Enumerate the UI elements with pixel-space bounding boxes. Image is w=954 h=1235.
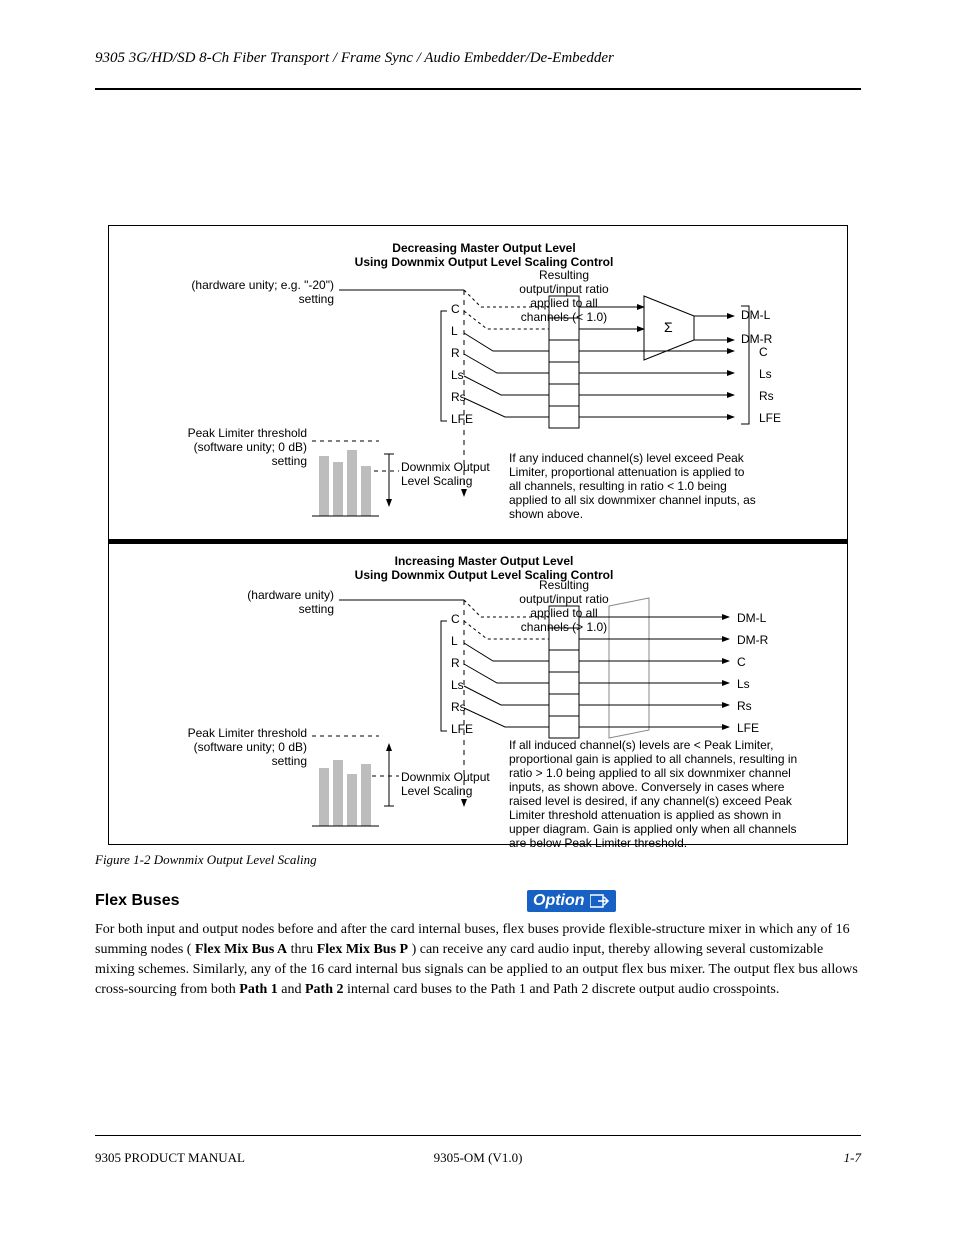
ch-l-top: L [451, 324, 458, 338]
option-badge: Option [527, 890, 616, 912]
path1: Path 1 [239, 982, 278, 997]
ch-ls-top: Ls [451, 368, 464, 382]
ratio-label-bot: Resulting output/input ratio applied to … [519, 578, 609, 634]
ch-rs-bot: Rs [451, 700, 466, 714]
footer-version: 9305-OM (V1.0) [95, 1150, 861, 1166]
atten-note: If any induced channel(s) level exceed P… [509, 451, 804, 521]
option-badge-icon [590, 894, 610, 908]
ch-r-top: R [451, 346, 460, 360]
out-ls-bot: Ls [737, 677, 750, 691]
figure-box: Decreasing Master Output LevelUsing Down… [108, 225, 848, 845]
hw-unity: (hardware unity)setting [204, 588, 334, 616]
path2: Path 2 [305, 982, 344, 997]
out-c-top: C [759, 345, 768, 359]
running-header: 9305 3G/HD/SD 8-Ch Fiber Transport / Fra… [95, 50, 614, 67]
out-dm-l-bot: DM-L [737, 611, 766, 625]
page-footer: 9305 PRODUCT MANUAL 9305-OM (V1.0) 1-7 [95, 1150, 861, 1166]
figure-divider [109, 539, 847, 544]
lift-bot: Downmix OutputLevel Scaling [401, 770, 491, 798]
p1c: internal card buses to the Path 1 and Pa… [347, 982, 779, 997]
flexA: Flex Mix Bus A [195, 942, 287, 957]
option-badge-text: Option [533, 892, 585, 910]
out-dm-r-top: DM-R [741, 332, 772, 346]
ch-lfe-bot: LFE [451, 722, 473, 736]
ch-l-bot: L [451, 634, 458, 648]
ch-r-bot: R [451, 656, 460, 670]
ch-c-bot: C [451, 612, 460, 626]
ch-ls-bot: Ls [451, 678, 464, 692]
fig-title-top: Decreasing Master Output LevelUsing Down… [309, 241, 659, 269]
hw-minus20: (hardware unity; e.g. "-20") setting [164, 278, 334, 306]
flexbus-paragraph: For both input and output nodes before a… [95, 920, 861, 1000]
out-ls-top: Ls [759, 367, 772, 381]
flexbus-heading: Flex Buses [95, 892, 179, 910]
flexP: Flex Mix Bus P [317, 942, 408, 957]
lift-top: Downmix OutputLevel Scaling [401, 460, 491, 488]
peak-limit-bot: Peak Limiter threshold(software unity; 0… [169, 726, 307, 768]
gain-note: If all induced channel(s) levels are < P… [509, 738, 829, 850]
ch-c-top: C [451, 302, 460, 316]
out-rs-bot: Rs [737, 699, 752, 713]
out-rs-top: Rs [759, 389, 774, 403]
out-dm-l-top: DM-L [741, 308, 770, 322]
out-dm-r-bot: DM-R [737, 633, 768, 647]
ch-lfe-top: LFE [451, 412, 473, 426]
out-lfe-bot: LFE [737, 721, 759, 735]
thru: thru [291, 942, 317, 957]
peak-limit-top: Peak Limiter threshold(software unity; 0… [169, 426, 307, 468]
out-lfe-top: LFE [759, 411, 781, 425]
sigma-top: Σ [664, 320, 673, 334]
figure-caption: Figure 1-2 Downmix Output Level Scaling [95, 852, 861, 868]
out-c-bot: C [737, 655, 746, 669]
ratio-label-top: Resulting output/input ratio applied to … [519, 268, 609, 324]
and: and [281, 982, 305, 997]
ch-rs-top: Rs [451, 390, 466, 404]
